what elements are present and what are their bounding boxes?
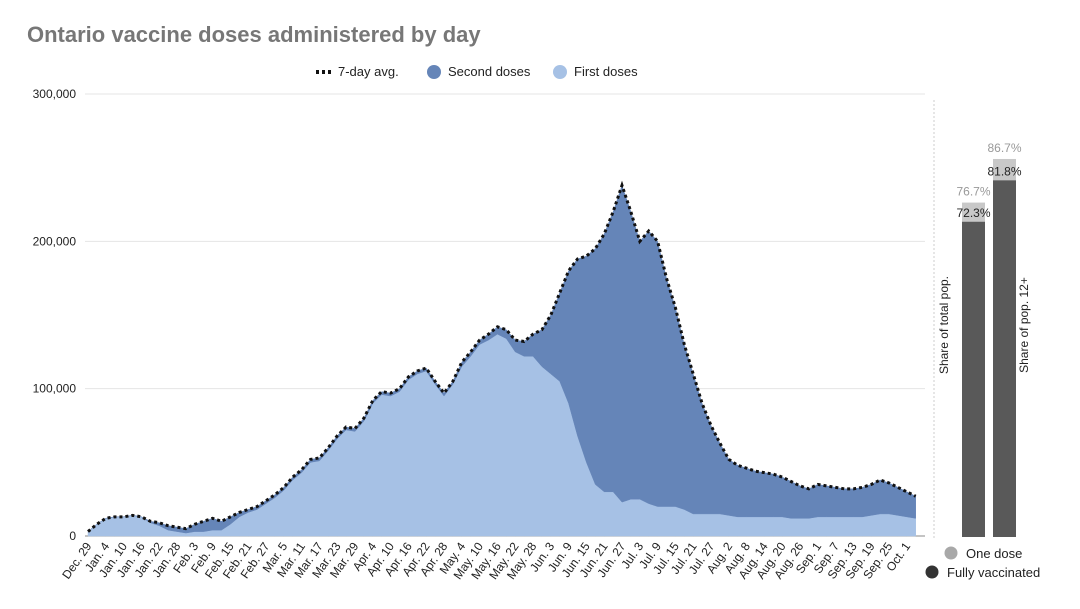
legend-label: One dose xyxy=(966,546,1022,561)
y-tick-label: 200,000 xyxy=(33,234,77,248)
value-label: 76.7% xyxy=(956,185,990,199)
bar xyxy=(993,180,1016,538)
legend-marker xyxy=(944,546,958,560)
legend-marker xyxy=(925,565,939,579)
legend-label: Fully vaccinated xyxy=(947,565,1040,580)
bar xyxy=(962,221,985,537)
chart-title: Ontario vaccine doses administered by da… xyxy=(27,22,481,47)
axis-label: Share of pop. 12+ xyxy=(1017,277,1031,373)
value-label: 86.7% xyxy=(987,141,1021,155)
y-tick-label: 100,000 xyxy=(33,382,77,396)
y-tick-label: 0 xyxy=(69,529,76,543)
axis-label: Share of total pop. xyxy=(937,276,951,374)
legend-label: First doses xyxy=(574,64,638,79)
legend-marker xyxy=(553,65,567,79)
value-label: 72.3% xyxy=(956,206,990,220)
legend-marker xyxy=(427,65,441,79)
value-label: 81.8% xyxy=(987,164,1021,178)
y-tick-label: 300,000 xyxy=(33,87,77,101)
legend-label: Second doses xyxy=(448,64,531,79)
legend-label: 7-day avg. xyxy=(338,64,399,79)
